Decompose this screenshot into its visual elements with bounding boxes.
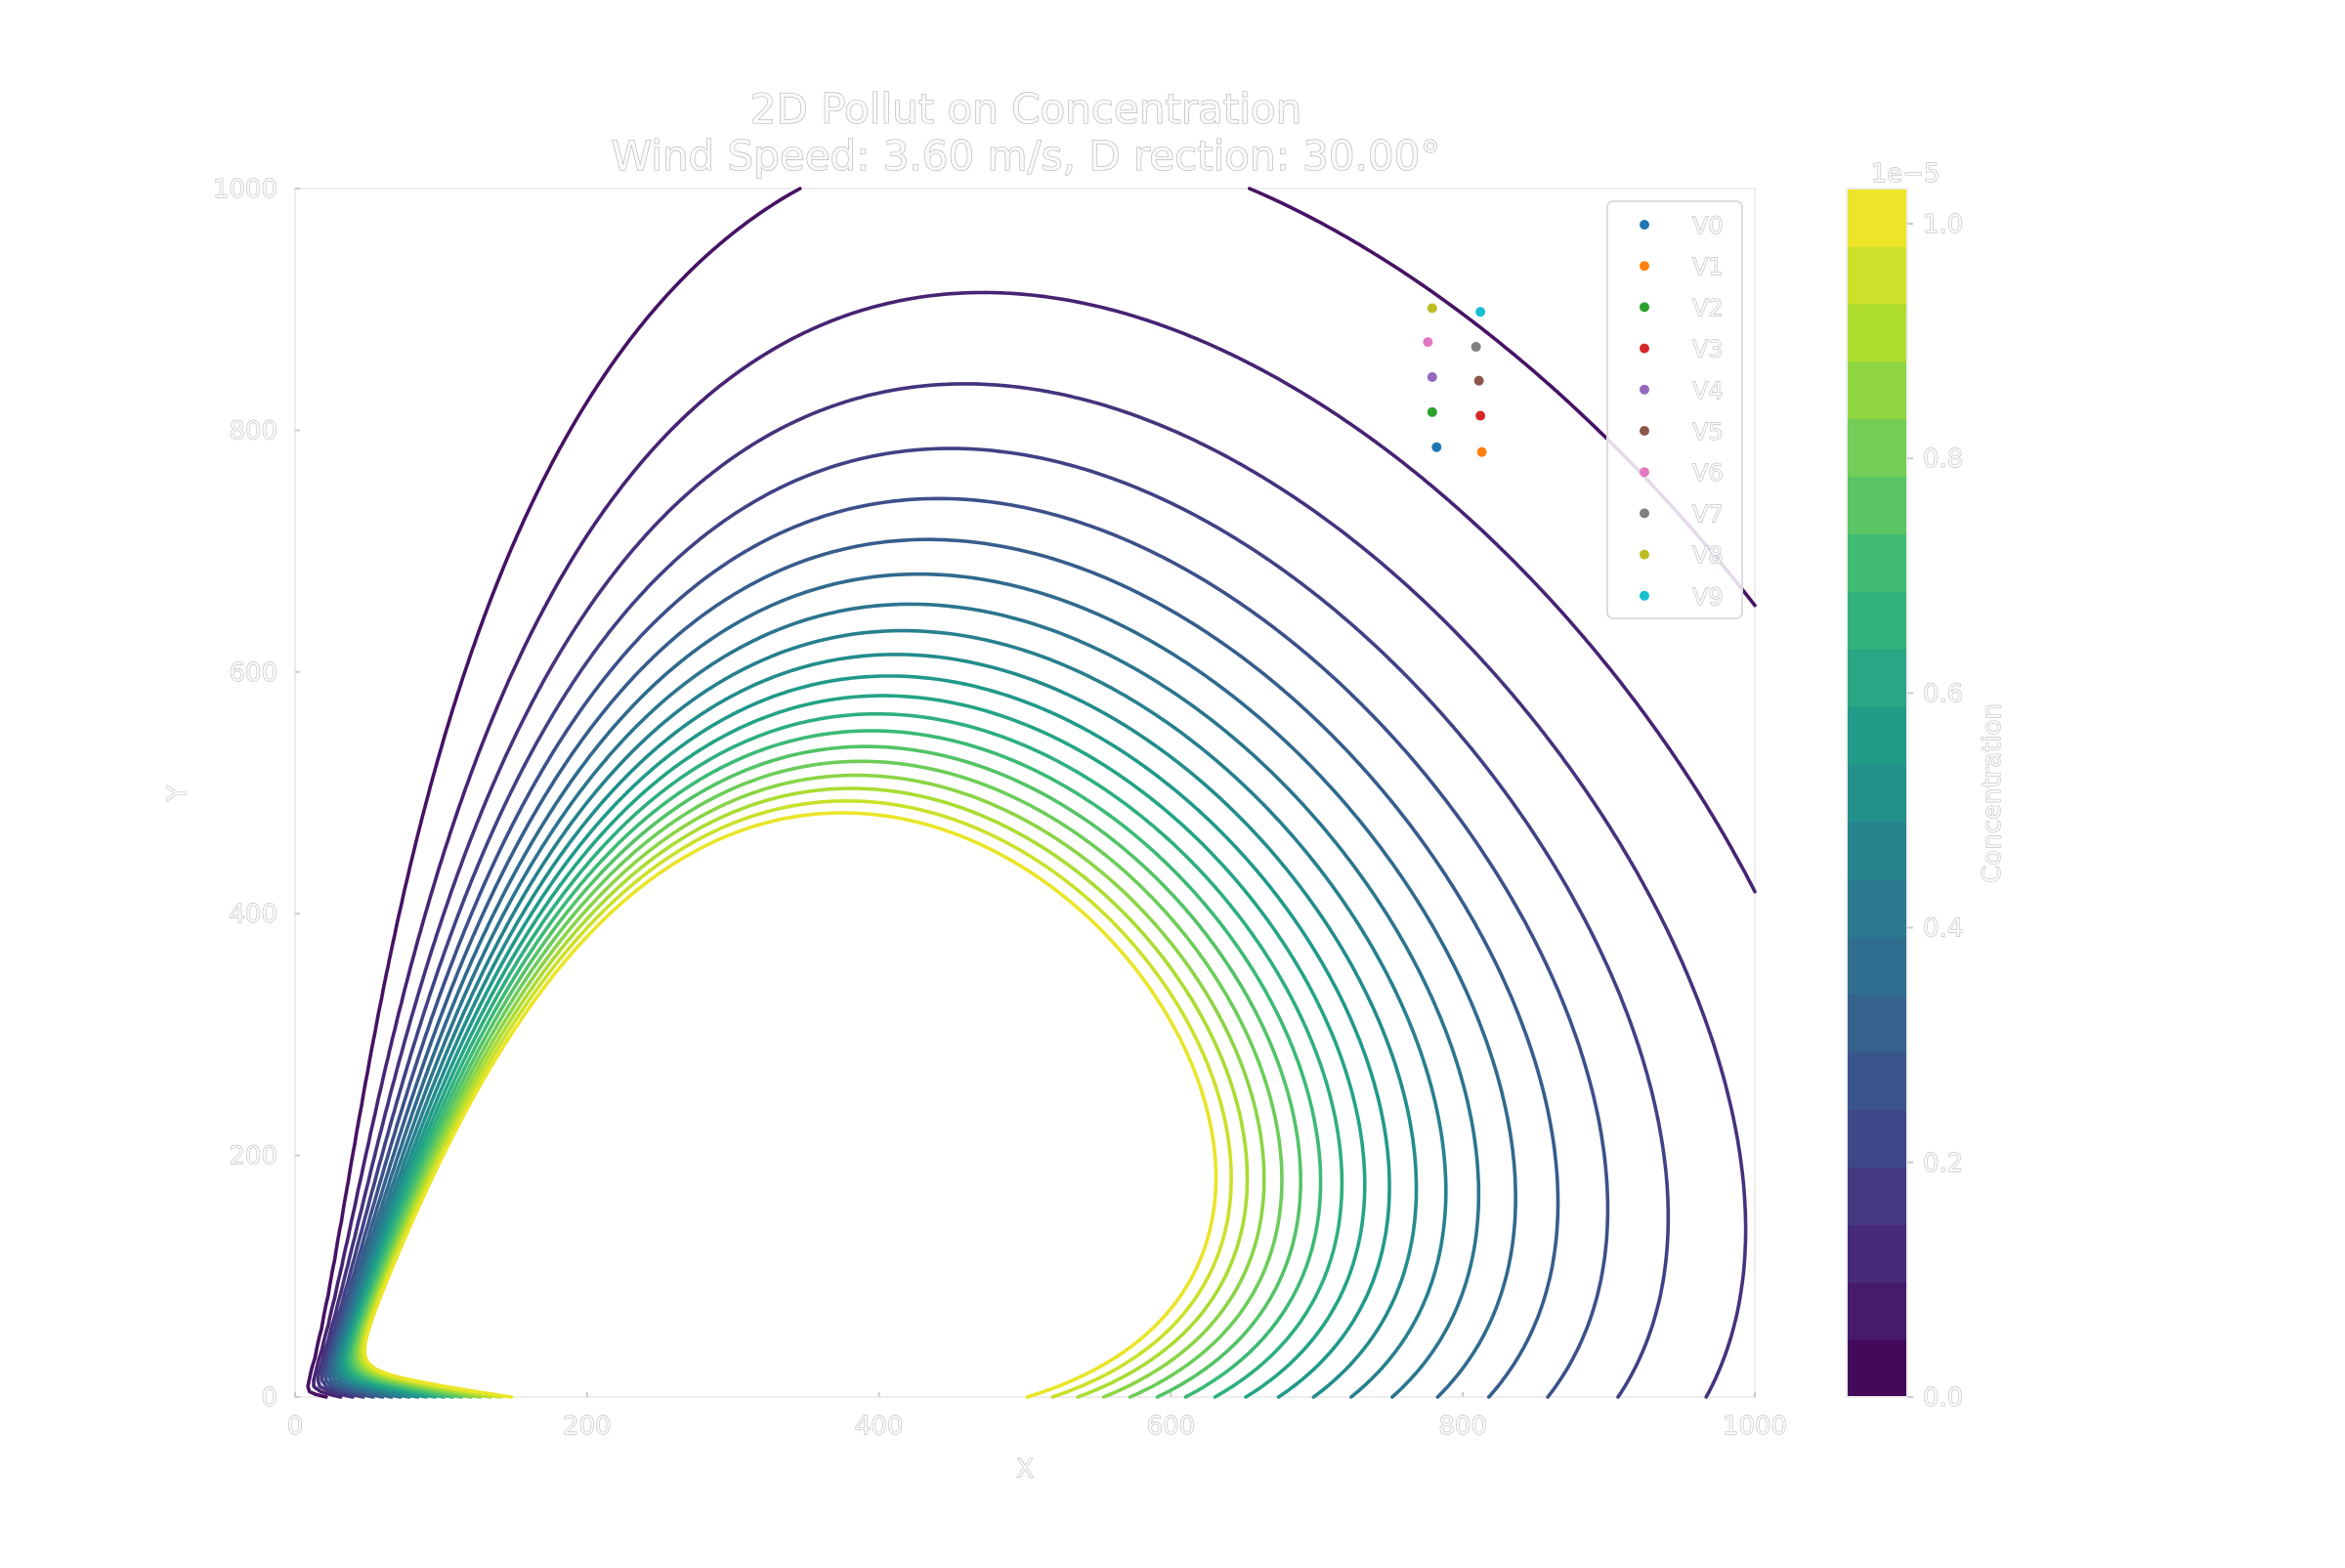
chart-title-line-2: Wind Speed: 3.60 m/s, D rection: 30.00° bbox=[612, 132, 1441, 180]
contour-line-5 bbox=[326, 537, 1560, 1399]
colorbar-label: Concentration bbox=[1978, 703, 2007, 883]
legend-label-v1: V1 bbox=[1692, 253, 1724, 280]
contour-line-7 bbox=[332, 602, 1481, 1399]
y-tick-label-1: 200 bbox=[229, 1142, 277, 1171]
contour-line-1 bbox=[312, 290, 1757, 1399]
colorbar-band-19 bbox=[1847, 245, 1907, 305]
y-axis-ticks: 0 200 400 600 800 1000 bbox=[212, 175, 300, 1413]
legend-label-v4: V4 bbox=[1692, 377, 1724, 404]
legend: V0 V1 V2 V3 V4 V5 V6 V7 V8 V9 bbox=[1606, 200, 1743, 619]
colorbar-tick-label-5: 1.0 bbox=[1923, 210, 1963, 239]
legend-label-v6: V6 bbox=[1692, 459, 1724, 487]
legend-label-v9: V9 bbox=[1692, 583, 1724, 611]
colorbar-frame bbox=[1846, 188, 1908, 1398]
colorbar-tick-label-1: 0.2 bbox=[1923, 1149, 1963, 1178]
colorbar-band-17 bbox=[1847, 360, 1907, 420]
legend-label-v7: V7 bbox=[1692, 500, 1724, 528]
colorbar-band-0 bbox=[1847, 1339, 1907, 1398]
legend-marker-v8 bbox=[1640, 549, 1649, 560]
x-tick-label-3: 600 bbox=[1147, 1412, 1196, 1441]
vehicle-point-v8 bbox=[1427, 303, 1437, 314]
colorbar-band-5 bbox=[1847, 1051, 1907, 1111]
contour-line-2 bbox=[316, 382, 1748, 1399]
colorbar-band-8 bbox=[1847, 878, 1907, 938]
y-tick-label-0: 0 bbox=[261, 1383, 277, 1413]
colorbar-offset-text: 1e−5 bbox=[1871, 159, 1940, 189]
contour-line-19 bbox=[362, 811, 1218, 1399]
x-tick-label-0: 0 bbox=[287, 1412, 304, 1441]
x-tick-label-1: 200 bbox=[563, 1412, 612, 1441]
legend-label-v8: V8 bbox=[1692, 542, 1724, 570]
legend-label-v0: V0 bbox=[1692, 212, 1724, 239]
colorbar-band-2 bbox=[1847, 1224, 1907, 1283]
colorbar: 0.0 0.2 0.4 0.6 0.8 1.0 bbox=[1846, 188, 1964, 1413]
legend-marker-v1 bbox=[1640, 261, 1649, 272]
colorbar-band-7 bbox=[1847, 936, 1907, 996]
plot-area bbox=[294, 187, 1757, 1399]
vehicle-point-v0 bbox=[1431, 442, 1442, 452]
y-tick-label-4: 800 bbox=[229, 416, 277, 445]
x-axis-label: X bbox=[1016, 1455, 1034, 1484]
y-axis-label: Y bbox=[163, 785, 192, 802]
x-axis-ticks: 0 200 400 600 800 1000 bbox=[286, 1392, 1788, 1441]
colorbar-band-3 bbox=[1847, 1166, 1907, 1225]
colorbar-band-12 bbox=[1847, 649, 1907, 707]
vehicle-point-v4 bbox=[1427, 371, 1437, 382]
vehicle-point-v5 bbox=[1473, 375, 1484, 386]
legend-marker-v6 bbox=[1640, 467, 1649, 478]
legend-marker-v4 bbox=[1640, 384, 1649, 395]
legend-label-v2: V2 bbox=[1692, 294, 1724, 321]
contour-line-3 bbox=[320, 446, 1671, 1399]
legend-marker-v9 bbox=[1640, 590, 1649, 601]
colorbar-band-13 bbox=[1847, 591, 1907, 650]
legend-marker-v7 bbox=[1640, 508, 1649, 519]
legend-label-v5: V5 bbox=[1692, 418, 1724, 445]
y-tick-label-2: 400 bbox=[229, 900, 277, 929]
contour-line-6 bbox=[329, 572, 1517, 1399]
colorbar-tick-label-2: 0.4 bbox=[1923, 914, 1963, 944]
y-tick-label-3: 600 bbox=[229, 658, 277, 688]
colorbar-band-10 bbox=[1847, 764, 1907, 823]
legend-marker-v0 bbox=[1640, 220, 1649, 230]
vehicle-point-v9 bbox=[1475, 307, 1486, 318]
legend-marker-v2 bbox=[1640, 302, 1649, 313]
chart-title-line-1: 2D Pollut on Concentration bbox=[750, 85, 1302, 133]
colorbar-band-6 bbox=[1847, 994, 1907, 1053]
x-tick-label-2: 400 bbox=[855, 1412, 904, 1441]
vehicle-point-v2 bbox=[1427, 406, 1437, 417]
colorbar-band-16 bbox=[1847, 418, 1907, 478]
vehicle-point-v7 bbox=[1471, 342, 1481, 353]
colorbar-band-9 bbox=[1847, 821, 1907, 880]
legend-marker-v3 bbox=[1640, 343, 1649, 354]
colorbar-tick-label-0: 0.0 bbox=[1923, 1383, 1963, 1413]
colorbar-band-18 bbox=[1847, 303, 1907, 362]
legend-label-v3: V3 bbox=[1692, 336, 1724, 363]
plot-frame bbox=[294, 188, 1756, 1398]
colorbar-band-4 bbox=[1847, 1109, 1907, 1167]
x-tick-label-5: 1000 bbox=[1723, 1412, 1787, 1441]
vehicle-point-v1 bbox=[1476, 446, 1487, 457]
colorbar-band-14 bbox=[1847, 533, 1907, 592]
y-tick-label-5: 1000 bbox=[213, 175, 277, 204]
colorbar-tick-label-3: 0.6 bbox=[1923, 679, 1963, 708]
vehicle-point-v3 bbox=[1475, 410, 1486, 421]
x-tick-label-4: 800 bbox=[1438, 1412, 1487, 1441]
contour-line-4 bbox=[323, 496, 1610, 1399]
colorbar-band-11 bbox=[1847, 706, 1907, 765]
colorbar-tick-label-4: 0.8 bbox=[1923, 445, 1963, 474]
colorbar-band-20 bbox=[1847, 189, 1907, 247]
colorbar-band-1 bbox=[1847, 1282, 1907, 1340]
legend-marker-v5 bbox=[1640, 426, 1649, 436]
colorbar-band-15 bbox=[1847, 476, 1907, 535]
vehicle-point-v6 bbox=[1423, 337, 1433, 348]
